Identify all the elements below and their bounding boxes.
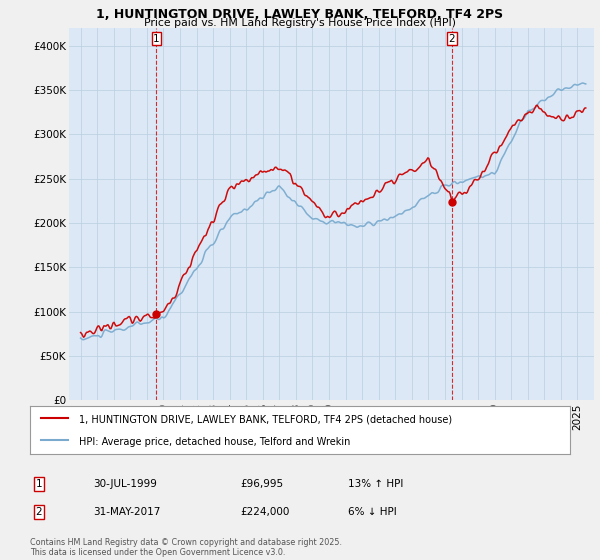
Text: 13% ↑ HPI: 13% ↑ HPI [348, 479, 403, 489]
Text: 6% ↓ HPI: 6% ↓ HPI [348, 507, 397, 517]
Text: 1: 1 [35, 479, 43, 489]
Text: 1: 1 [153, 34, 160, 44]
Text: 1, HUNTINGTON DRIVE, LAWLEY BANK, TELFORD, TF4 2PS: 1, HUNTINGTON DRIVE, LAWLEY BANK, TELFOR… [97, 8, 503, 21]
Text: Price paid vs. HM Land Registry's House Price Index (HPI): Price paid vs. HM Land Registry's House … [144, 18, 456, 29]
Text: £224,000: £224,000 [240, 507, 289, 517]
Text: 2: 2 [449, 34, 455, 44]
Text: 31-MAY-2017: 31-MAY-2017 [93, 507, 160, 517]
Text: 1, HUNTINGTON DRIVE, LAWLEY BANK, TELFORD, TF4 2PS (detached house): 1, HUNTINGTON DRIVE, LAWLEY BANK, TELFOR… [79, 414, 452, 424]
Text: 30-JUL-1999: 30-JUL-1999 [93, 479, 157, 489]
Text: HPI: Average price, detached house, Telford and Wrekin: HPI: Average price, detached house, Telf… [79, 437, 350, 447]
Text: 2: 2 [35, 507, 43, 517]
Text: £96,995: £96,995 [240, 479, 283, 489]
Text: Contains HM Land Registry data © Crown copyright and database right 2025.
This d: Contains HM Land Registry data © Crown c… [30, 538, 342, 557]
